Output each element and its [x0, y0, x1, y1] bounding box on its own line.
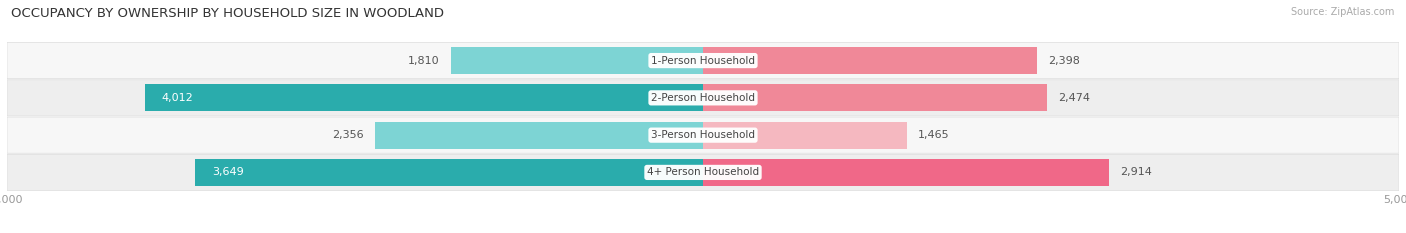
Bar	[375, 122, 703, 149]
Text: Source: ZipAtlas.com: Source: ZipAtlas.com	[1291, 7, 1395, 17]
Text: 4+ Person Household: 4+ Person Household	[647, 168, 759, 177]
Text: 2,356: 2,356	[332, 130, 364, 140]
Text: 1,810: 1,810	[408, 56, 440, 65]
Text: 2,914: 2,914	[1119, 168, 1152, 177]
Bar	[145, 84, 703, 111]
Text: 3,649: 3,649	[212, 168, 243, 177]
Text: 2,398: 2,398	[1047, 56, 1080, 65]
Bar	[703, 84, 1047, 111]
FancyBboxPatch shape	[7, 80, 1399, 116]
Text: 3-Person Household: 3-Person Household	[651, 130, 755, 140]
Bar	[703, 47, 1036, 74]
Bar	[703, 159, 1108, 186]
Bar	[195, 159, 703, 186]
FancyBboxPatch shape	[7, 154, 1399, 191]
FancyBboxPatch shape	[7, 42, 1399, 79]
Text: 2-Person Household: 2-Person Household	[651, 93, 755, 103]
Text: 4,012: 4,012	[162, 93, 193, 103]
Text: OCCUPANCY BY OWNERSHIP BY HOUSEHOLD SIZE IN WOODLAND: OCCUPANCY BY OWNERSHIP BY HOUSEHOLD SIZE…	[11, 7, 444, 20]
Text: 1,465: 1,465	[918, 130, 949, 140]
Bar	[451, 47, 703, 74]
Bar	[703, 122, 907, 149]
Text: 2,474: 2,474	[1059, 93, 1091, 103]
Text: 1-Person Household: 1-Person Household	[651, 56, 755, 65]
FancyBboxPatch shape	[7, 117, 1399, 153]
